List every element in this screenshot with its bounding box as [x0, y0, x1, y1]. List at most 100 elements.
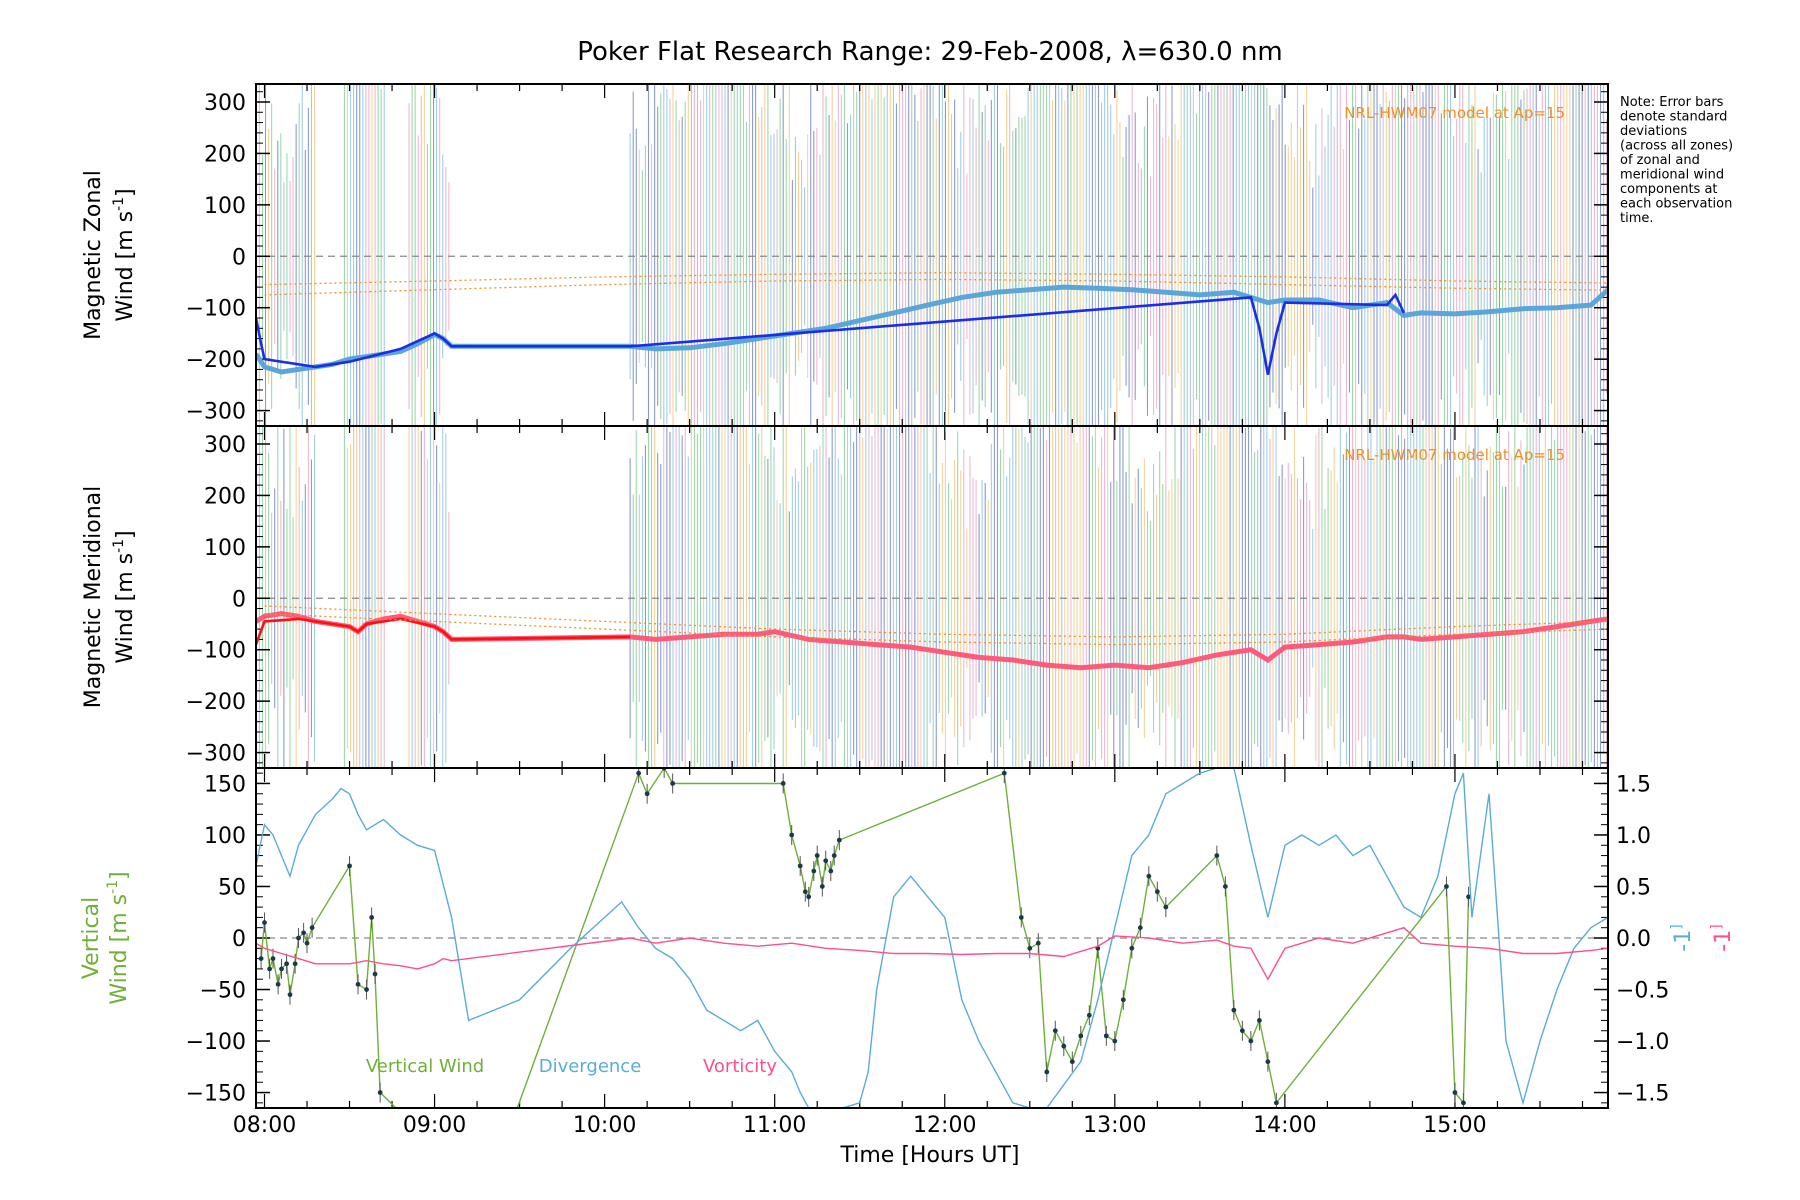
y-label-units: Wind [m s-1]: [105, 871, 132, 1004]
vertical-point: [1239, 1028, 1245, 1034]
y-tick-label: −300: [186, 400, 246, 425]
y2-tick-label: −0.5: [1616, 979, 1669, 1004]
vertical-point: [797, 863, 803, 869]
vertical-point: [814, 853, 820, 858]
vertical-point: [364, 987, 369, 992]
vertical-point: [1214, 853, 1220, 858]
vertical-point: [1061, 1043, 1067, 1049]
mean-line: [256, 284, 1608, 375]
vertical-point: [483, 1193, 488, 1198]
vertical-point: [275, 981, 281, 987]
model-line: [264, 613, 1608, 646]
y-tick-label: 150: [204, 772, 246, 797]
y-tick-label: −100: [186, 297, 246, 322]
note-line: time.: [1620, 211, 1654, 226]
vertical-point: [670, 781, 676, 786]
vertical-point: [1154, 889, 1160, 895]
series-divergence: [256, 768, 1608, 1108]
vertical-point: [292, 961, 298, 967]
model-label: NRL-HWM07 model at Ap=15: [1344, 104, 1565, 122]
vertical-point: [1231, 1007, 1237, 1013]
x-axis-label: Time [Hours UT]: [840, 1143, 1020, 1168]
model-line: [264, 605, 1608, 638]
y-tick-label: −50: [200, 979, 246, 1004]
model-line: [264, 278, 1608, 296]
y-tick-label: 300: [204, 91, 246, 116]
x-tick-label: 08:00: [233, 1113, 296, 1138]
vertical-point: [802, 889, 808, 895]
y2-axis-label-vort: -1]: [1709, 924, 1736, 951]
y2-tick-label: 0.0: [1616, 927, 1651, 952]
x-tick-label: 13:00: [1083, 1113, 1146, 1138]
y-label-line: Vertical: [79, 897, 104, 979]
zonal-wind-panel: 300 200 100 0 −100 −200 −300 NRL-HWM07 model at…: [81, 83, 1609, 427]
y-axis-label: Magnetic Zonal Wind [m s-1]: [81, 170, 138, 340]
model-label: NRL-HWM07 model at Ap=15: [1344, 446, 1565, 464]
vertical-point: [1103, 1033, 1109, 1039]
vertical-point: [1018, 914, 1024, 920]
y2-tick-label: −1.0: [1616, 1030, 1669, 1055]
vertical-point: [1146, 873, 1152, 879]
vertical-point: [1222, 884, 1228, 889]
y-tick-label: 50: [218, 875, 246, 900]
note-line: each observation: [1620, 197, 1732, 212]
panel-frame: [255, 767, 1609, 1109]
y-tick-label: −200: [186, 690, 246, 715]
y-tick-label: 100: [204, 194, 246, 219]
y-tick-label: −100: [186, 1030, 246, 1055]
plot-area: [256, 272, 1608, 375]
meridional-wind-panel: 300 200 100 0 −100 −200 −300 NRL-HWM07 model at…: [81, 425, 1609, 769]
plot-area: [256, 768, 1608, 1198]
y-axis-label: Vertical Wind [m s-1]: [79, 871, 132, 1004]
vertical-point: [270, 956, 276, 962]
vertical-point: [806, 894, 812, 900]
vertical-point: [347, 863, 352, 869]
vertical-point: [1248, 1038, 1254, 1044]
vertical-point: [1256, 1018, 1262, 1023]
vertical-point: [836, 837, 842, 843]
vertical-point: [267, 966, 273, 972]
legend-item: Vertical Wind: [366, 1056, 484, 1077]
vertical-point: [831, 853, 837, 858]
y2-tick-label: −1.5: [1616, 1082, 1669, 1107]
y-tick-label: −200: [186, 348, 246, 373]
y-tick-label: 0: [232, 245, 246, 270]
vertical-point: [1137, 925, 1143, 931]
x-tick-label: 14:00: [1253, 1113, 1316, 1138]
vertical-point: [811, 868, 817, 874]
y-tick-label: 0: [232, 927, 246, 952]
legend-item: Divergence: [539, 1056, 642, 1077]
vertical-point: [823, 858, 829, 864]
vertical-point: [1452, 1090, 1458, 1095]
note-line: denote standard: [1620, 110, 1727, 125]
vertical-point: [1112, 1038, 1118, 1044]
y-label-line: Magnetic Zonal: [81, 170, 106, 340]
note-line: (across all zones): [1620, 139, 1733, 154]
figure-title: Poker Flat Research Range: 29-Feb-2008, …: [577, 37, 1283, 67]
y2-axis-label-div: -1]: [1669, 924, 1696, 951]
y-axis-label: Magnetic Meridional Wind [m s-1]: [81, 486, 138, 708]
y-tick-label: −100: [186, 639, 246, 664]
y2-tick-label: 0.5: [1616, 875, 1651, 900]
y-tick-label: 0: [232, 587, 246, 612]
vertical-point: [369, 914, 375, 920]
vertical-point: [780, 781, 786, 786]
y-label-line: Magnetic Meridional: [81, 486, 106, 708]
plot-area: [256, 605, 1608, 671]
series-vorticity: [256, 926, 1608, 981]
vertical-point: [636, 770, 642, 776]
panel-frame: [255, 425, 1609, 769]
vertical-point: [1273, 1100, 1279, 1106]
mean-line: [256, 611, 1608, 671]
vertical-wind-panel: 150 100 50 0 −50 −100 −150 1.5 1.0 0.5 0.0 −0.5 −1.0…: [79, 767, 1736, 1198]
vertical-point: [1078, 1033, 1084, 1039]
vertical-point: [1001, 770, 1007, 776]
x-tick-label: 12:00: [913, 1113, 976, 1138]
note-line: of zonal and: [1620, 153, 1700, 168]
y-tick-label: 100: [204, 824, 246, 849]
y-tick-label: 200: [204, 484, 246, 509]
vertical-point: [377, 1090, 383, 1095]
vertical-point: [284, 961, 290, 967]
vertical-point: [1120, 997, 1126, 1003]
note-line: meridional wind: [1620, 168, 1724, 183]
